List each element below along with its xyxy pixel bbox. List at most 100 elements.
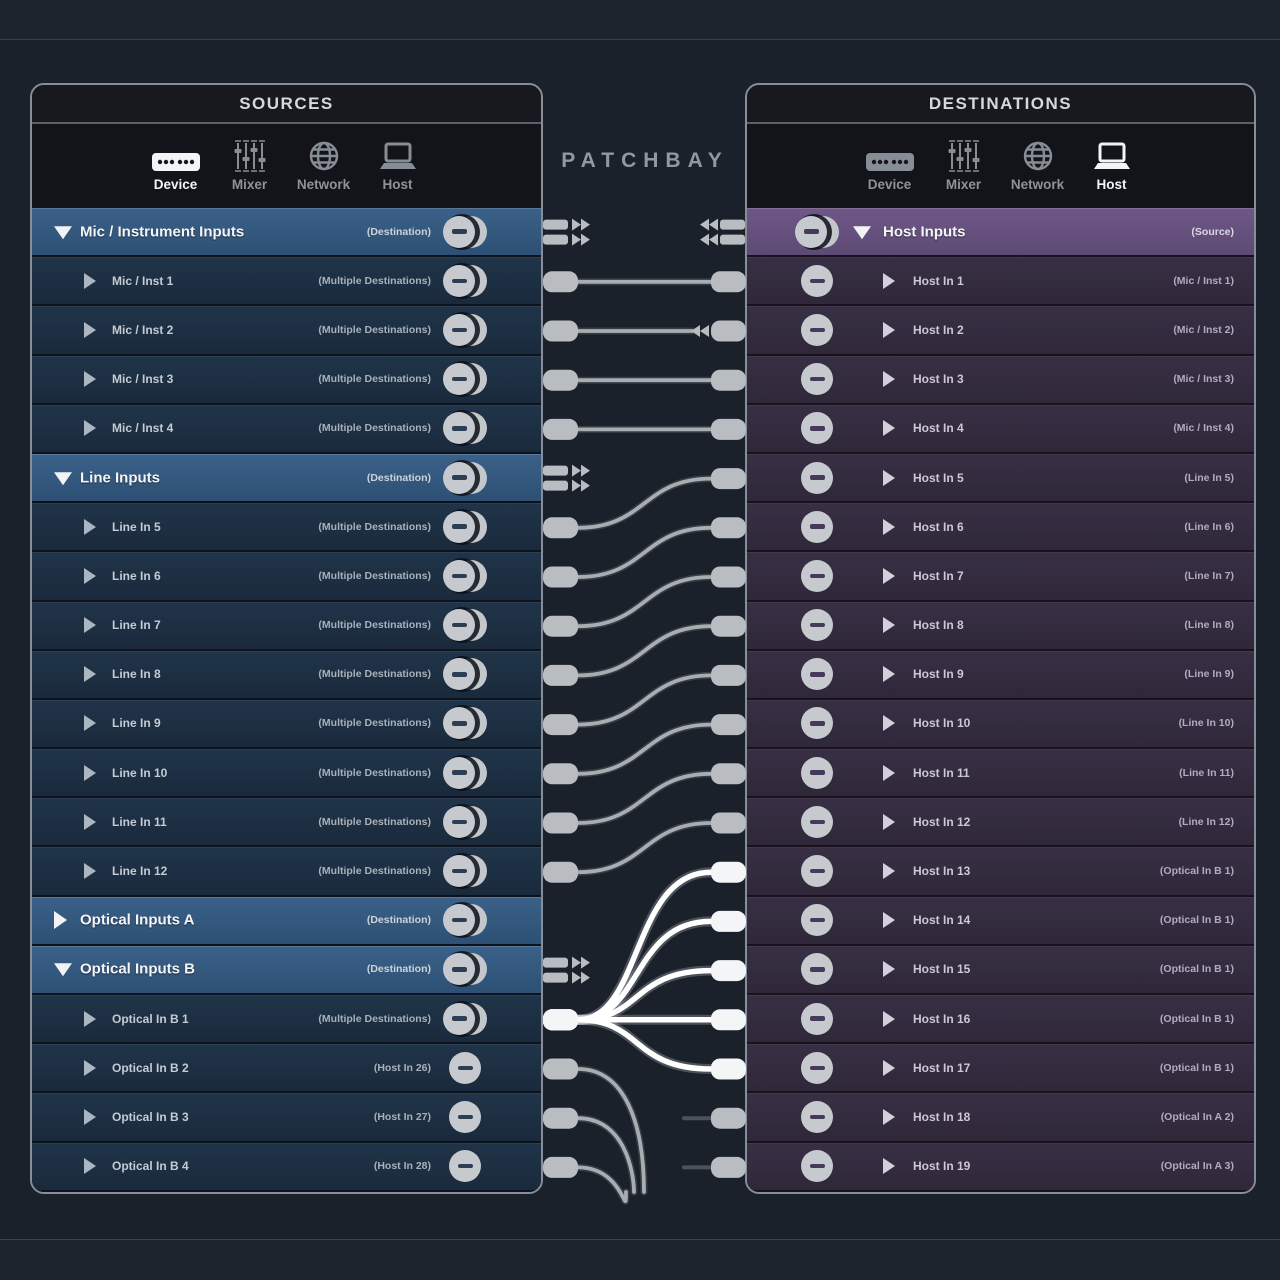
destination-row-host-in-13[interactable]: Host In 13 (Optical In B 1) (747, 847, 1254, 897)
source-row-mic-inst-1[interactable]: Mic / Inst 1 (Multiple Destinations) (32, 257, 541, 307)
connection-badge-icon[interactable] (443, 510, 487, 543)
patch-plug-highlight[interactable] (711, 960, 746, 982)
expand-triangle-icon[interactable] (883, 321, 895, 338)
cable-stub-left[interactable] (543, 464, 590, 492)
destination-row-host-in-5[interactable]: Host In 5 (Line In 5) (747, 453, 1254, 504)
destination-row-host-in-12[interactable]: Host In 12 (Line In 12) (747, 798, 1254, 848)
patch-plug[interactable] (543, 763, 578, 785)
connection-badge-icon[interactable] (443, 756, 487, 789)
connection-badge-icon[interactable] (443, 313, 487, 346)
patch-plug[interactable] (711, 664, 746, 686)
patch-plug[interactable] (543, 369, 578, 391)
patch-cable-offscreen[interactable] (543, 1156, 630, 1205)
patch-plug[interactable] (711, 369, 746, 391)
tab-host[interactable]: Host (367, 140, 429, 192)
expand-triangle-icon[interactable] (84, 764, 96, 781)
patch-plug[interactable] (543, 566, 578, 588)
connection-badge-icon[interactable] (443, 658, 487, 691)
source-row-line-in-8[interactable]: Line In 8 (Multiple Destinations) (32, 650, 541, 700)
expand-triangle-icon[interactable] (883, 666, 895, 683)
patch-cable-offscreen[interactable] (543, 1058, 648, 1196)
patch-plug[interactable] (543, 1107, 578, 1129)
connection-badge-icon[interactable] (443, 1100, 487, 1133)
tab-network[interactable]: Network (293, 140, 355, 192)
expand-triangle-icon[interactable] (883, 1059, 895, 1076)
patch-plug[interactable] (711, 566, 746, 588)
connection-badge-icon[interactable] (795, 559, 839, 592)
collapse-triangle-icon[interactable] (54, 471, 72, 485)
cable-stub-left[interactable] (543, 956, 590, 984)
connection-badge-icon[interactable] (443, 559, 487, 592)
destination-row-host-in-17[interactable]: Host In 17 (Optical In B 1) (747, 1044, 1254, 1094)
patch-plug-highlight[interactable] (711, 1058, 746, 1080)
source-row-mic-inst-3[interactable]: Mic / Inst 3 (Multiple Destinations) (32, 355, 541, 405)
patch-plug-faded[interactable] (682, 1156, 746, 1178)
collapse-triangle-icon[interactable] (54, 225, 72, 239)
connection-badge-icon[interactable] (795, 1150, 839, 1183)
patch-cable[interactable] (543, 320, 746, 342)
patch-plug-highlight[interactable] (543, 1009, 578, 1031)
connection-badge-icon[interactable] (443, 805, 487, 838)
collapse-triangle-icon[interactable] (54, 963, 72, 977)
connection-badge-icon[interactable] (795, 215, 839, 248)
patch-cable[interactable] (543, 418, 746, 440)
patch-plug-highlight[interactable] (543, 1009, 578, 1031)
connection-badge-icon[interactable] (443, 461, 487, 494)
patch-cable[interactable] (543, 615, 746, 686)
expand-triangle-icon[interactable] (883, 371, 895, 388)
connection-badge-icon[interactable] (795, 264, 839, 297)
expand-triangle-icon[interactable] (883, 567, 895, 584)
connection-badge-icon[interactable] (795, 658, 839, 691)
connection-badge-icon[interactable] (795, 1100, 839, 1133)
patch-plug[interactable] (711, 812, 746, 834)
connection-badge-icon[interactable] (443, 904, 487, 937)
expand-triangle-icon[interactable] (84, 371, 96, 388)
destination-row-host-in-11[interactable]: Host In 11 (Line In 11) (747, 749, 1254, 799)
connection-badge-icon[interactable] (795, 609, 839, 642)
source-row-mic-inst-2[interactable]: Mic / Inst 2 (Multiple Destinations) (32, 306, 541, 356)
patch-plug-highlight[interactable] (711, 1009, 746, 1031)
source-row-line-in-7[interactable]: Line In 7 (Multiple Destinations) (32, 601, 541, 651)
source-row-line-in-12[interactable]: Line In 12 (Multiple Destinations) (32, 847, 541, 897)
patch-plug-highlight[interactable] (711, 910, 746, 932)
expand-triangle-icon[interactable] (84, 813, 96, 830)
connection-badge-icon[interactable] (795, 412, 839, 445)
patch-plug[interactable] (543, 1058, 578, 1080)
source-row-optical-in-b-4[interactable]: Optical In B 4 (Host In 28) (32, 1142, 541, 1192)
expand-triangle-icon[interactable] (84, 518, 96, 535)
connection-badge-icon[interactable] (795, 461, 839, 494)
patch-plug-highlight[interactable] (543, 1009, 578, 1031)
expand-triangle-icon[interactable] (883, 1158, 895, 1175)
patch-plug[interactable] (711, 271, 746, 293)
connection-badge-icon[interactable] (795, 855, 839, 888)
patch-plug[interactable] (543, 861, 578, 883)
connection-badge-icon[interactable] (443, 953, 487, 986)
expand-triangle-icon[interactable] (84, 1010, 96, 1027)
source-row-line-inputs[interactable]: Line Inputs (Destination) (32, 453, 541, 504)
expand-triangle-icon[interactable] (883, 715, 895, 732)
connection-badge-icon[interactable] (795, 313, 839, 346)
patch-cable-highlighted[interactable] (543, 1009, 746, 1080)
source-row-optical-in-b-3[interactable]: Optical In B 3 (Host In 27) (32, 1093, 541, 1143)
expand-triangle-icon[interactable] (84, 1108, 96, 1125)
expand-triangle-icon[interactable] (84, 666, 96, 683)
destination-row-host-in-10[interactable]: Host In 10 (Line In 10) (747, 699, 1254, 750)
expand-triangle-icon[interactable] (84, 272, 96, 289)
destination-row-host-in-18[interactable]: Host In 18 (Optical In A 2) (747, 1093, 1254, 1143)
destination-row-host-in-7[interactable]: Host In 7 (Line In 7) (747, 552, 1254, 602)
connection-badge-icon[interactable] (443, 1150, 487, 1183)
expand-triangle-icon[interactable] (84, 715, 96, 732)
patch-plug[interactable] (543, 664, 578, 686)
source-row-line-in-6[interactable]: Line In 6 (Multiple Destinations) (32, 552, 541, 602)
patch-plug[interactable] (711, 517, 746, 539)
patch-plug[interactable] (543, 418, 578, 440)
connection-badge-icon[interactable] (443, 609, 487, 642)
expand-triangle-icon[interactable] (84, 863, 96, 880)
connection-badge-icon[interactable] (795, 510, 839, 543)
tab-mixer[interactable]: Mixer (933, 140, 995, 192)
patch-cable[interactable] (543, 566, 746, 637)
expand-triangle-icon[interactable] (883, 469, 895, 486)
destination-row-host-in-1[interactable]: Host In 1 (Mic / Inst 1) (747, 257, 1254, 307)
destination-row-host-in-15[interactable]: Host In 15 (Optical In B 1) (747, 945, 1254, 995)
destination-row-host-in-16[interactable]: Host In 16 (Optical In B 1) (747, 995, 1254, 1045)
